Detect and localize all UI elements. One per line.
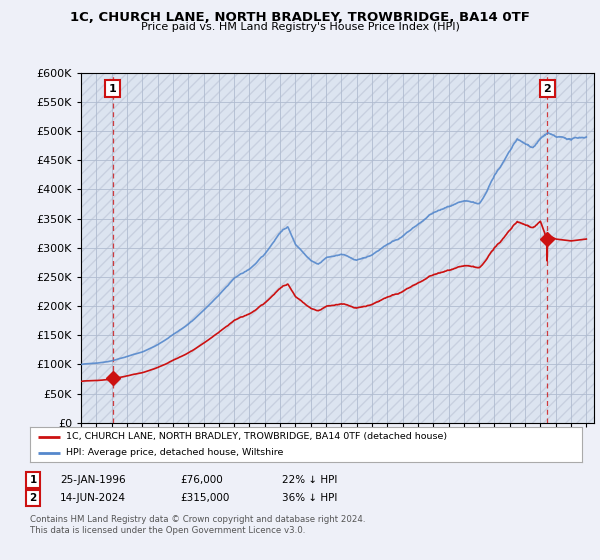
Text: 22% ↓ HPI: 22% ↓ HPI bbox=[282, 475, 337, 485]
Text: 14-JUN-2024: 14-JUN-2024 bbox=[60, 493, 126, 503]
Text: 1C, CHURCH LANE, NORTH BRADLEY, TROWBRIDGE, BA14 0TF (detached house): 1C, CHURCH LANE, NORTH BRADLEY, TROWBRID… bbox=[66, 432, 447, 441]
Text: This data is licensed under the Open Government Licence v3.0.: This data is licensed under the Open Gov… bbox=[30, 526, 305, 535]
Text: Price paid vs. HM Land Registry's House Price Index (HPI): Price paid vs. HM Land Registry's House … bbox=[140, 22, 460, 32]
Text: £315,000: £315,000 bbox=[180, 493, 229, 503]
Text: 1: 1 bbox=[29, 475, 37, 485]
Text: 2: 2 bbox=[29, 493, 37, 503]
Text: £76,000: £76,000 bbox=[180, 475, 223, 485]
Text: Contains HM Land Registry data © Crown copyright and database right 2024.: Contains HM Land Registry data © Crown c… bbox=[30, 515, 365, 524]
Text: 36% ↓ HPI: 36% ↓ HPI bbox=[282, 493, 337, 503]
Text: 1: 1 bbox=[109, 83, 116, 94]
Text: 1C, CHURCH LANE, NORTH BRADLEY, TROWBRIDGE, BA14 0TF: 1C, CHURCH LANE, NORTH BRADLEY, TROWBRID… bbox=[70, 11, 530, 24]
Text: HPI: Average price, detached house, Wiltshire: HPI: Average price, detached house, Wilt… bbox=[66, 448, 283, 457]
Text: 2: 2 bbox=[544, 83, 551, 94]
Text: 25-JAN-1996: 25-JAN-1996 bbox=[60, 475, 125, 485]
